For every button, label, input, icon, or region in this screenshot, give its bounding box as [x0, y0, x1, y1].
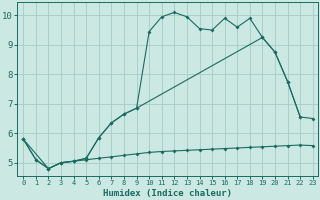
X-axis label: Humidex (Indice chaleur): Humidex (Indice chaleur): [103, 189, 232, 198]
